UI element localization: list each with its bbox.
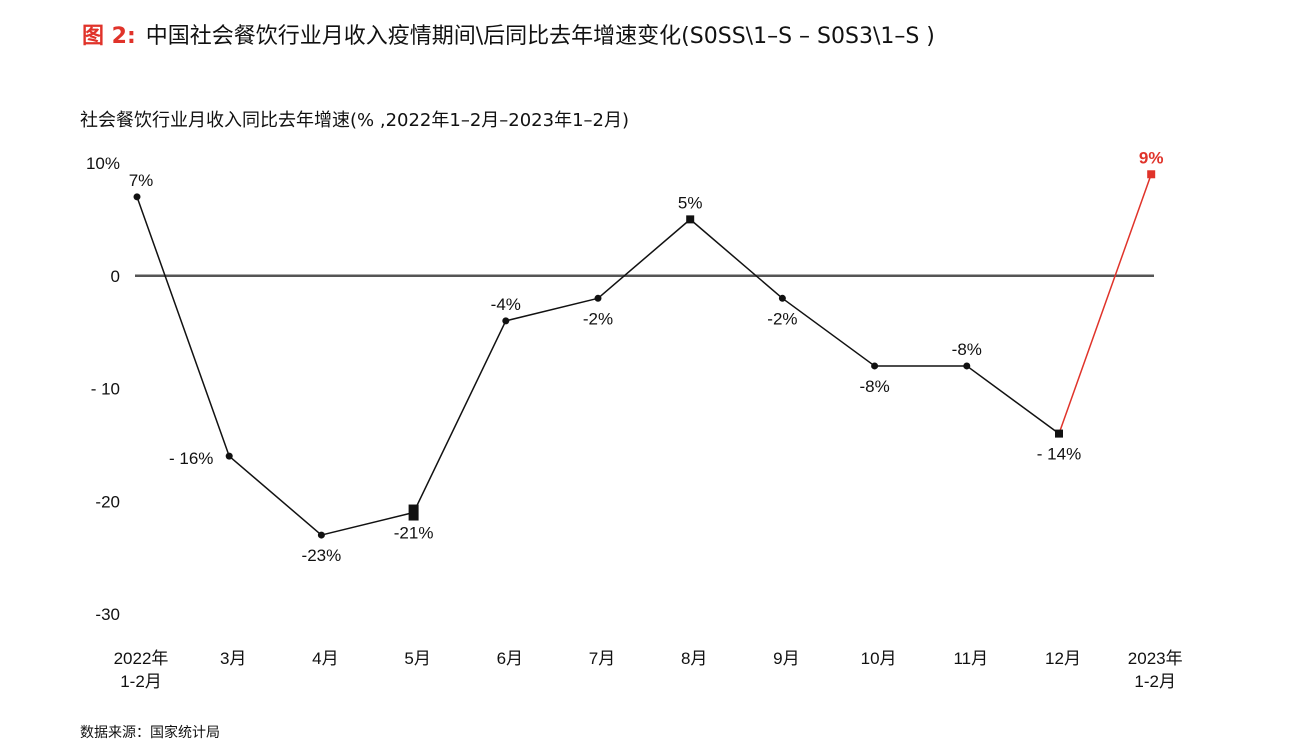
data-point xyxy=(225,452,233,460)
y-tick-label: 0 xyxy=(111,267,120,286)
data-label: - 16% xyxy=(169,449,213,468)
x-tick-label: 1-2月 xyxy=(120,672,162,691)
data-point xyxy=(871,362,879,370)
data-label: 7% xyxy=(129,171,154,190)
x-tick-label: 12月 xyxy=(1045,649,1081,668)
highlight-data-label: 9% xyxy=(1139,148,1164,167)
data-point xyxy=(594,294,602,302)
x-tick-label: 9月 xyxy=(773,649,799,668)
x-tick-label: 10月 xyxy=(861,649,897,668)
data-point xyxy=(778,294,786,302)
x-tick-label: 2023年 xyxy=(1128,649,1183,668)
data-label: -23% xyxy=(302,546,342,565)
data-point xyxy=(408,504,419,521)
chart-title: 社会餐饮行业月收入同比去年增速(% ,2022年1–2月–2023年1–2月) xyxy=(80,110,630,131)
x-tick-label: 7月 xyxy=(589,649,615,668)
line-segment xyxy=(505,297,599,322)
data-label: -8% xyxy=(859,377,889,396)
data-point xyxy=(963,362,971,370)
line-segment xyxy=(412,320,507,513)
x-tick-label: 8月 xyxy=(681,649,707,668)
data-label: - 14% xyxy=(1037,445,1081,464)
data-label: 5% xyxy=(678,193,703,212)
highlight-line-segment xyxy=(1058,174,1152,434)
data-point xyxy=(133,193,141,201)
y-tick-label: 10% xyxy=(86,154,120,173)
y-axis-tick-labels: 10% 0 - 10 -20 -30 xyxy=(86,154,120,624)
y-tick-label: -30 xyxy=(95,605,120,624)
data-label: -2% xyxy=(583,309,613,328)
series-lines xyxy=(136,174,1152,536)
x-tick-label: 1-2月 xyxy=(1134,672,1176,691)
x-tick-label: 4月 xyxy=(312,649,338,668)
x-axis-tick-labels: 2022年 1-2月 3月 4月 5月 6月 7月 8月 9月 10月 11月 12月 2023年 1-2… xyxy=(114,649,1183,691)
x-tick-label: 2022年 xyxy=(114,649,169,668)
line-segment xyxy=(966,365,1060,435)
data-source: 数据来源：国家统计局 xyxy=(80,725,220,741)
figure-title: 图 2: 中国社会餐饮行业月收入疫情期间\后同比去年增速变化(S0SS\1–S –… xyxy=(82,18,935,50)
data-label: -2% xyxy=(767,309,797,328)
data-point xyxy=(317,531,325,539)
x-tick-label: 11月 xyxy=(953,649,988,668)
data-label: -4% xyxy=(491,295,521,314)
line-segment xyxy=(136,196,230,457)
line-segment xyxy=(597,218,691,299)
highlight-point xyxy=(1147,170,1156,179)
figure-title-text: 中国社会餐饮行业月收入疫情期间\后同比去年增速变化(S0SS\1–S – S0S… xyxy=(145,24,935,49)
y-tick-label: - 10 xyxy=(91,380,120,399)
x-tick-label: 5月 xyxy=(404,649,430,668)
data-label: -8% xyxy=(952,340,982,359)
data-point xyxy=(502,317,510,325)
data-point xyxy=(1055,429,1063,438)
data-label: -21% xyxy=(394,524,434,543)
data-markers xyxy=(133,170,1156,539)
data-labels: 7% - 16% -23% -21% -4% -2% 5% -2% -8% -8% - 14% 9% xyxy=(129,148,1164,565)
line-segment xyxy=(689,218,783,299)
line-segment xyxy=(228,455,322,536)
line-segment xyxy=(781,297,876,367)
line-segment xyxy=(321,511,414,536)
y-tick-label: -20 xyxy=(95,492,120,511)
figure-label: 图 2: xyxy=(82,24,136,49)
x-tick-label: 6月 xyxy=(497,649,523,668)
x-tick-label: 3月 xyxy=(220,649,246,668)
data-point xyxy=(686,215,695,224)
